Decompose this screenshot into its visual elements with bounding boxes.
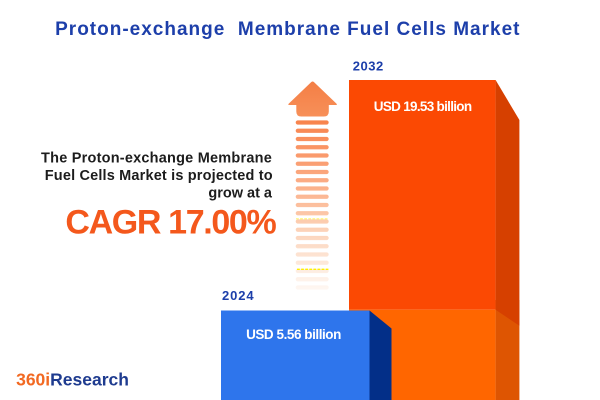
svg-text:2032: 2032	[353, 59, 384, 74]
svg-text:CAGR 17.00%: CAGR 17.00%	[65, 203, 276, 241]
svg-text:Proton-exchange Membrane Fuel: Proton-exchange Membrane Fuel Cells Mark…	[55, 19, 520, 40]
svg-text:USD 5.56 billion: USD 5.56 billion	[246, 327, 341, 342]
svg-text:360iResearch: 360iResearch	[16, 370, 129, 390]
svg-text:The Proton-exchange Membrane: The Proton-exchange Membrane	[41, 151, 272, 167]
svg-text:2024: 2024	[222, 288, 255, 303]
svg-text:grow at a: grow at a	[208, 185, 273, 201]
svg-text:Fuel Cells Market is projected: Fuel Cells Market is projected to	[45, 168, 273, 184]
svg-text:USD 19.53 billion: USD 19.53 billion	[374, 99, 472, 114]
